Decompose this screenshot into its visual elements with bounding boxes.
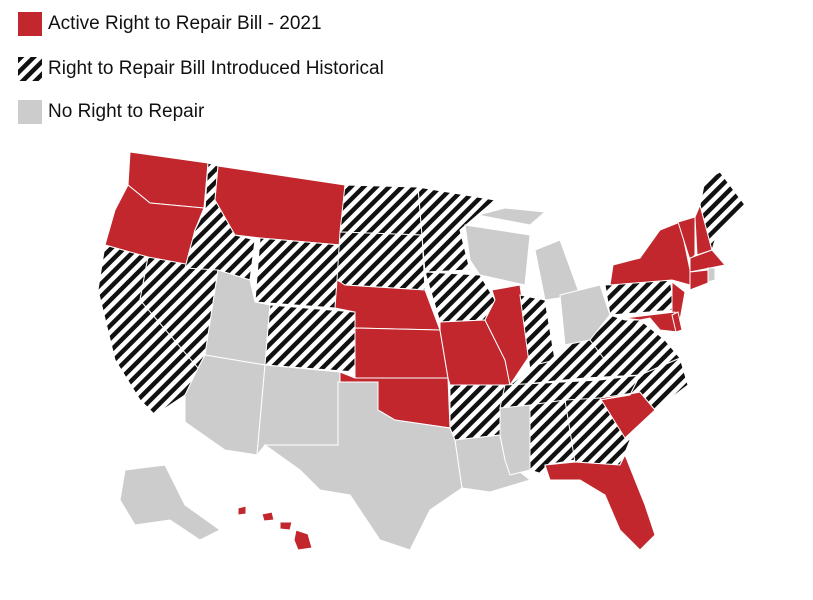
legend-entry: Active Right to Repair Bill - 2021 bbox=[18, 12, 322, 36]
state bbox=[279, 521, 293, 531]
legend-entry: Right to Repair Bill Introduced Historic… bbox=[18, 57, 384, 81]
state bbox=[609, 221, 691, 286]
state bbox=[417, 186, 497, 273]
state bbox=[261, 511, 275, 522]
state bbox=[263, 381, 463, 551]
state bbox=[534, 239, 581, 301]
state bbox=[354, 327, 449, 379]
state bbox=[119, 464, 221, 541]
state bbox=[689, 249, 726, 273]
legend-swatch bbox=[18, 100, 42, 124]
state bbox=[677, 216, 696, 261]
state bbox=[544, 453, 656, 551]
legend-entry: No Right to Repair bbox=[18, 100, 204, 124]
state bbox=[689, 269, 709, 291]
state bbox=[564, 397, 631, 466]
legend-swatch bbox=[18, 12, 42, 36]
legend-label: No Right to Repair bbox=[48, 101, 205, 122]
state bbox=[293, 529, 313, 551]
state bbox=[336, 231, 426, 291]
state bbox=[599, 357, 689, 411]
legend-label: Right to Repair Bill Introduced Historic… bbox=[48, 58, 384, 79]
state bbox=[214, 165, 346, 246]
state bbox=[477, 207, 547, 226]
state bbox=[184, 354, 266, 456]
state bbox=[671, 311, 683, 333]
state bbox=[624, 311, 679, 333]
state bbox=[339, 184, 423, 236]
legend-label: Active Right to Repair Bill - 2021 bbox=[48, 13, 322, 34]
state bbox=[256, 364, 341, 457]
state bbox=[237, 505, 247, 516]
state bbox=[707, 267, 716, 283]
state bbox=[264, 304, 356, 373]
state bbox=[254, 237, 341, 309]
legend-swatch bbox=[18, 57, 42, 81]
state bbox=[604, 279, 676, 316]
state bbox=[424, 271, 496, 323]
state bbox=[464, 224, 531, 286]
